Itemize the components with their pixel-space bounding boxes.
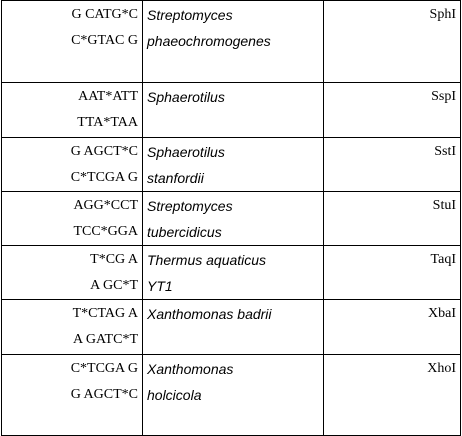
sequence-top-strand: G CATG*C (71, 7, 138, 22)
table-row: AGG*CCT TCC*GGA Streptomyces tubercidicu… (1, 191, 461, 246)
sequence-bottom-strand: C*TCGA G (70, 170, 138, 185)
organism-cell: Streptomyces phaeochromogenes (142, 0, 324, 83)
table-row: T*CG A A GC*T Thermus aquaticus YT1 TaqI (1, 245, 461, 300)
enzyme-name-cell: SspI (323, 82, 461, 138)
enzyme-name-cell: TaqI (323, 245, 461, 300)
table-row: T*CTAG A A GATC*T Xanthomonas badrii Xba… (1, 299, 461, 355)
organism-name-line: Thermus aquaticus (147, 252, 267, 268)
sequence-bottom-strand: G AGCT*C (70, 387, 138, 402)
sequence-top-strand: AAT*ATT (78, 89, 138, 104)
organism-name-line: Sphaerotilus (147, 89, 225, 105)
organism-name-line: Streptomyces (147, 198, 233, 214)
sequence-top-strand: T*CG A (90, 252, 138, 267)
enzyme-name-cell: StuI (323, 191, 461, 246)
organism-cell: Thermus aquaticus YT1 (142, 245, 324, 300)
sequence-top-strand: C*TCGA G (70, 361, 138, 376)
sequence-bottom-strand: C*GTAC G (71, 33, 138, 48)
sequence-top-strand: AGG*CCT (73, 198, 138, 213)
organism-cell: Streptomyces tubercidicus (142, 191, 324, 246)
table-row: C*TCGA G G AGCT*C Xanthomonas holcicola … (1, 354, 461, 436)
organism-name-line: phaeochromogenes (147, 33, 271, 49)
organism-name-line: Xanthomonas (147, 361, 234, 377)
enzyme-name-cell: SphI (323, 0, 461, 83)
organism-name-line: YT1 (147, 278, 173, 294)
recognition-sequence-cell: T*CTAG A A GATC*T (1, 299, 143, 355)
enzyme-name-cell: XbaI (323, 299, 461, 355)
table-row: G CATG*C C*GTAC G Streptomyces phaeochro… (1, 0, 461, 83)
organism-name-line: stanfordii (147, 170, 204, 186)
organism-name-line: Streptomyces (147, 7, 233, 23)
organism-cell: Xanthomonas badrii (142, 299, 324, 355)
sequence-top-strand: G AGCT*C (70, 144, 138, 159)
recognition-sequence-cell: AGG*CCT TCC*GGA (1, 191, 143, 246)
sequence-top-strand: T*CTAG A (72, 306, 138, 321)
recognition-sequence-cell: G CATG*C C*GTAC G (1, 0, 143, 83)
organism-name-line: holcicola (147, 387, 202, 403)
sequence-bottom-strand: TCC*GGA (73, 224, 138, 239)
organism-name-line: Xanthomonas badrii (147, 306, 272, 322)
organism-name-line: Sphaerotilus (147, 144, 225, 160)
recognition-sequence-cell: T*CG A A GC*T (1, 245, 143, 300)
organism-cell: Sphaerotilus (142, 82, 324, 138)
recognition-sequence-cell: AAT*ATT TTA*TAA (1, 82, 143, 138)
enzyme-name-cell: SstI (323, 137, 461, 192)
organism-cell: Sphaerotilus stanfordii (142, 137, 324, 192)
organism-cell: Xanthomonas holcicola (142, 354, 324, 436)
table-row: G AGCT*C C*TCGA G Sphaerotilus stanfordi… (1, 137, 461, 192)
recognition-sequence-cell: C*TCGA G G AGCT*C (1, 354, 143, 436)
organism-name-line: tubercidicus (147, 224, 222, 240)
enzyme-name-cell: XhoI (323, 354, 461, 436)
table-row: AAT*ATT TTA*TAA Sphaerotilus SspI (1, 82, 461, 138)
sequence-bottom-strand: A GC*T (90, 278, 138, 293)
sequence-bottom-strand: A GATC*T (73, 332, 138, 347)
recognition-sequence-cell: G AGCT*C C*TCGA G (1, 137, 143, 192)
sequence-bottom-strand: TTA*TAA (77, 115, 138, 130)
